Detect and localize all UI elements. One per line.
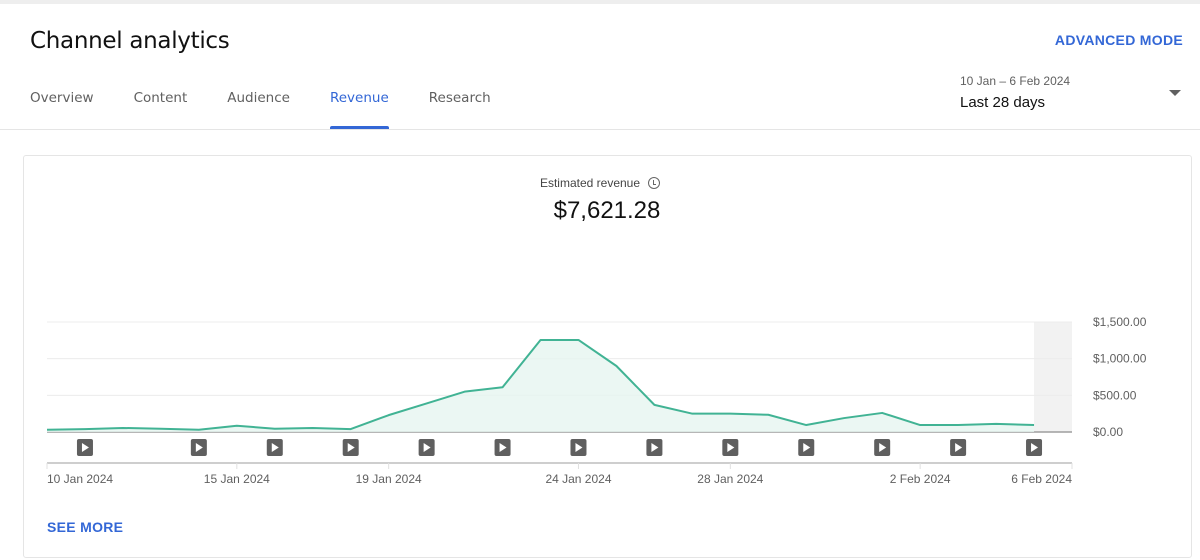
data-point[interactable] <box>117 422 129 434</box>
date-preset-text: Last 28 days <box>960 94 1046 111</box>
play-icon <box>271 443 279 452</box>
data-point[interactable] <box>724 408 736 420</box>
data-point[interactable] <box>610 360 622 372</box>
tab-overview[interactable]: Overview <box>30 90 94 106</box>
header-divider <box>0 129 1200 130</box>
data-point[interactable] <box>990 418 1002 430</box>
date-range-picker[interactable]: 10 Jan – 6 Feb 2024 Last 28 days <box>960 74 1070 111</box>
revenue-line <box>46 338 1035 431</box>
y-tick-label: $500.00 <box>1093 388 1137 402</box>
data-point[interactable] <box>497 381 509 393</box>
data-point[interactable] <box>345 423 357 435</box>
tab-audience[interactable]: Audience <box>227 90 290 106</box>
data-point[interactable] <box>800 419 812 431</box>
data-point[interactable] <box>155 423 167 435</box>
play-icon <box>727 443 735 452</box>
date-range-text: 10 Jan – 6 Feb 2024 <box>960 74 1071 88</box>
data-point[interactable] <box>1028 419 1040 431</box>
play-icon <box>651 443 659 452</box>
data-point[interactable] <box>572 334 584 346</box>
y-tick-label: $1,000.00 <box>1093 352 1147 366</box>
data-point[interactable] <box>307 422 319 434</box>
metric-label: Estimated revenue <box>0 176 1200 190</box>
metric-label-text: Estimated revenue <box>539 176 641 190</box>
data-point[interactable] <box>838 412 850 424</box>
data-point[interactable] <box>535 334 547 346</box>
play-icon <box>955 443 963 452</box>
tab-research[interactable]: Research <box>428 90 491 106</box>
top-border <box>0 0 1200 4</box>
data-point[interactable] <box>79 423 91 435</box>
advanced-mode-button[interactable]: ADVANCED MODE <box>1054 32 1183 48</box>
revenue-area <box>47 339 1035 432</box>
play-icon <box>195 443 203 452</box>
x-tick-label: 10 Jan 2024 <box>47 472 113 486</box>
data-point[interactable] <box>648 399 660 411</box>
data-point[interactable] <box>383 409 395 421</box>
data-point[interactable] <box>952 419 964 431</box>
tab-revenue[interactable]: Revenue <box>329 90 389 129</box>
x-tick-label: 28 Jan 2024 <box>697 472 763 486</box>
play-icon <box>499 443 507 452</box>
play-icon <box>1031 443 1039 452</box>
partial-day-shade <box>1034 322 1072 432</box>
y-tick-label: $1,500.00 <box>1093 315 1147 329</box>
dropdown-caret-icon[interactable] <box>1169 90 1181 96</box>
play-icon <box>81 443 89 452</box>
play-icon <box>575 443 583 452</box>
data-point[interactable] <box>231 420 243 432</box>
x-tick-label: 15 Jan 2024 <box>204 472 270 486</box>
data-point[interactable] <box>876 407 888 419</box>
play-icon <box>879 443 887 452</box>
tab-content[interactable]: Content <box>133 90 188 106</box>
data-point[interactable] <box>686 408 698 420</box>
data-point[interactable] <box>459 386 471 398</box>
revenue-card <box>23 155 1192 558</box>
x-tick-label: 2 Feb 2024 <box>890 472 951 486</box>
data-point[interactable] <box>269 423 281 435</box>
data-point[interactable] <box>41 424 53 436</box>
play-icon <box>803 443 811 452</box>
data-point[interactable] <box>421 397 433 409</box>
data-point[interactable] <box>762 409 774 421</box>
data-point[interactable] <box>914 419 926 431</box>
clock-icon[interactable] <box>648 177 661 189</box>
x-tick-label: 24 Jan 2024 <box>545 472 611 486</box>
play-icon <box>347 443 355 452</box>
y-tick-label: $0.00 <box>1093 425 1123 439</box>
play-icon <box>423 443 431 452</box>
x-tick-label: 19 Jan 2024 <box>356 472 422 486</box>
see-more-link[interactable]: SEE MORE <box>47 519 124 535</box>
metric-value: $7,621.28 <box>553 197 661 224</box>
data-point[interactable] <box>193 424 205 436</box>
page-title: Channel analytics <box>30 28 230 54</box>
tab-bar: Overview Content Audience Revenue Resear… <box>30 90 531 129</box>
x-tick-label: 6 Feb 2024 <box>1011 472 1072 486</box>
